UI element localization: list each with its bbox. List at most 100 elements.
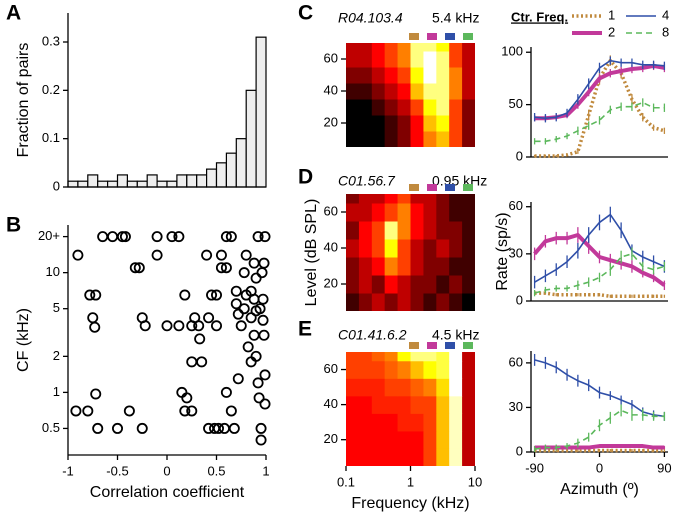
point <box>225 231 237 243</box>
panel-letter: D <box>298 166 313 189</box>
point <box>232 373 244 385</box>
heat-cell <box>397 448 412 466</box>
heat-cell <box>384 115 399 132</box>
heat-cell <box>371 131 386 147</box>
band-marker <box>445 33 455 40</box>
bar <box>215 162 227 188</box>
point <box>201 249 213 261</box>
heat-cell <box>358 293 373 311</box>
point <box>220 231 232 243</box>
heat-cell <box>449 131 463 147</box>
point <box>258 257 270 269</box>
point <box>133 262 145 274</box>
band-marker <box>445 342 455 349</box>
heat-cell <box>410 83 424 100</box>
heat-cell <box>462 99 475 116</box>
band-marker <box>463 33 473 40</box>
heat-cell <box>436 67 450 84</box>
heat-cell <box>384 99 399 116</box>
panel-letter: B <box>6 214 21 237</box>
heat-cell <box>371 51 386 68</box>
heat-cell <box>436 430 450 449</box>
heat-cell <box>384 194 399 204</box>
series-line <box>534 101 665 143</box>
bar <box>136 180 148 188</box>
heat-cell <box>358 360 373 379</box>
heat-cell <box>358 51 373 68</box>
x-tick-label: 1 <box>407 474 414 489</box>
heat-cell <box>449 275 463 294</box>
y-tick-label: 0 <box>516 443 523 458</box>
heat-cell <box>449 115 463 132</box>
point <box>212 422 224 434</box>
point <box>89 321 101 333</box>
heat-cell <box>397 51 412 68</box>
y-tick-label: 5 <box>53 300 60 315</box>
heat-cell <box>397 430 412 449</box>
point <box>186 356 198 368</box>
band-marker <box>463 342 473 349</box>
heat-cell <box>397 352 412 362</box>
bar <box>97 180 109 188</box>
heat-cell <box>410 115 424 132</box>
heat-cell <box>410 448 424 466</box>
point <box>252 231 264 243</box>
heat-cell <box>397 203 412 222</box>
bar <box>206 168 218 188</box>
heat-cell <box>397 360 412 379</box>
point <box>70 405 82 417</box>
point <box>242 341 254 353</box>
point <box>257 314 269 326</box>
y-tick-label: 60 <box>324 361 338 376</box>
point <box>250 305 262 317</box>
heat-cell <box>346 83 360 100</box>
heat-cell <box>358 43 373 52</box>
heat-cell <box>410 67 424 84</box>
heat-cell <box>346 239 360 258</box>
heat-cell <box>358 257 373 276</box>
point <box>112 422 124 434</box>
heat-cell <box>423 360 437 379</box>
heat-cell <box>397 67 412 84</box>
heat-cell <box>423 430 437 449</box>
x-axis-label: Azimuth (º) <box>560 481 639 498</box>
heat-cell <box>397 257 412 276</box>
heat-cell <box>462 239 475 258</box>
bar <box>186 174 198 188</box>
heat-cell <box>371 67 386 84</box>
y-tick-label: 60 <box>324 203 338 218</box>
heat-cell <box>358 430 373 449</box>
heat-cell <box>371 448 386 466</box>
point <box>238 303 250 315</box>
x-axis-label: Correlation coefficient <box>90 484 245 501</box>
bar <box>126 180 138 188</box>
y-tick-label: 20 <box>324 114 338 129</box>
y-tick-label: 60 <box>509 198 523 213</box>
x-tick-label: 1 <box>262 463 269 478</box>
heat-cell <box>410 360 424 379</box>
y-tick-label: 0.5 <box>42 420 60 435</box>
heat-cell <box>410 221 424 240</box>
y-tick-label: 60 <box>509 354 523 369</box>
heat-cell <box>423 413 437 432</box>
heat-cell <box>436 378 450 397</box>
point <box>257 293 269 305</box>
point <box>193 320 205 332</box>
heat-cell <box>397 293 412 311</box>
cell-id: R04.103.4 <box>338 10 403 26</box>
y-tick-label: 1 <box>53 384 60 399</box>
point <box>250 272 262 284</box>
heat-cell <box>371 352 386 362</box>
heat-cell <box>371 99 386 116</box>
band-marker <box>463 184 473 191</box>
point <box>179 289 191 301</box>
point <box>259 231 271 243</box>
point <box>230 298 242 310</box>
heat-cell <box>449 221 463 240</box>
heat-cell <box>436 413 450 432</box>
heat-cell <box>358 395 373 414</box>
point <box>90 388 102 400</box>
bar <box>176 174 188 188</box>
heat-cell <box>397 83 412 100</box>
y-tick-label: 40 <box>324 239 338 254</box>
